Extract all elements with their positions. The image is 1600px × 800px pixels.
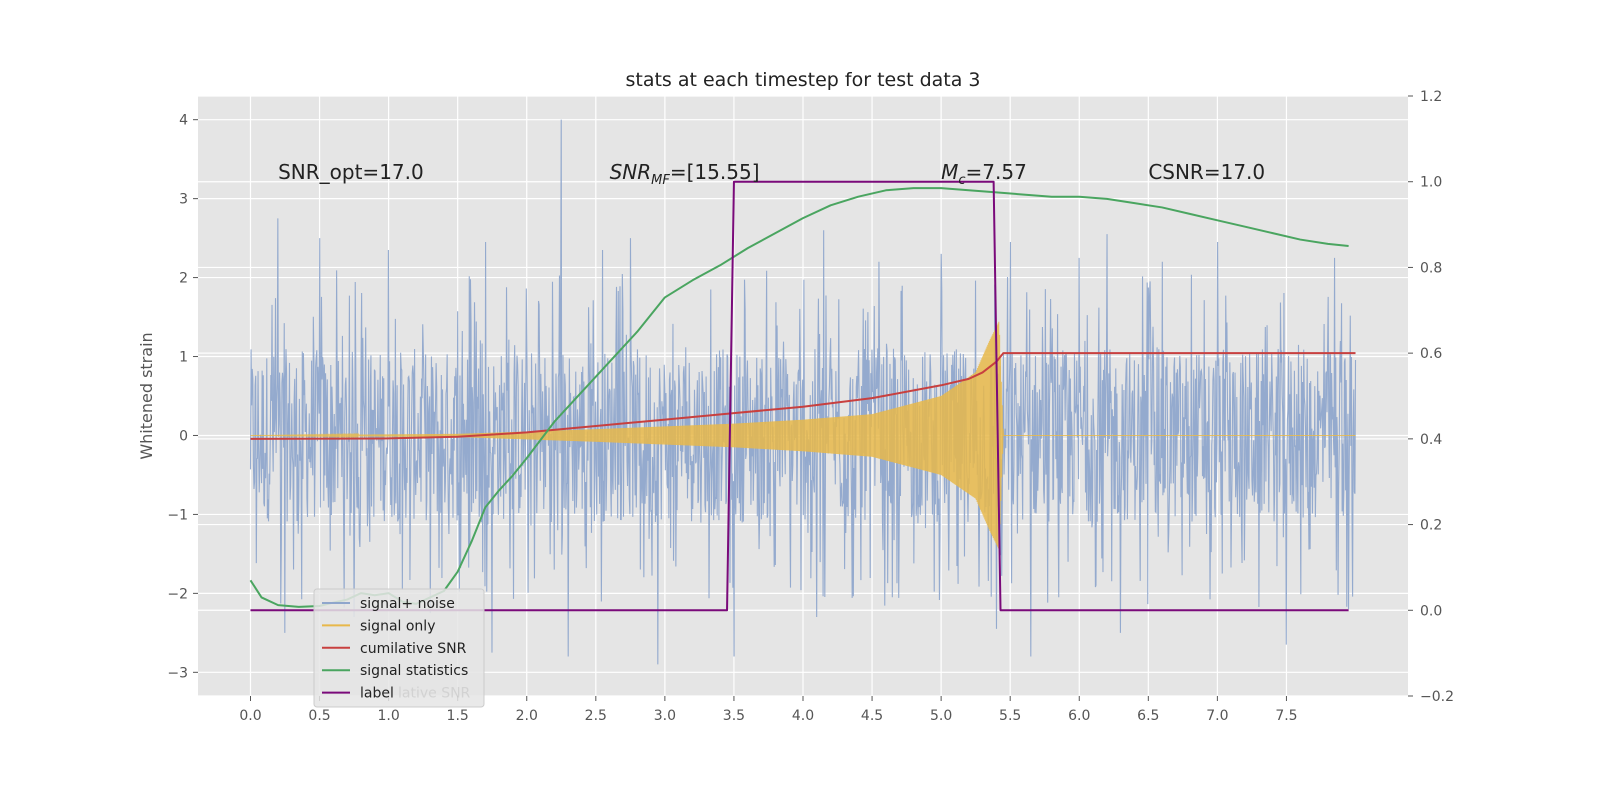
y-tick-label-neg2: −2	[167, 586, 188, 602]
y2-tick-label-0p0: 0.0	[1420, 603, 1442, 619]
y2-tick-label-0p4: 0.4	[1420, 432, 1442, 448]
legend-label-signal-statistics: signal statistics	[360, 663, 468, 679]
x-tick-label-1p0: 1.0	[377, 708, 399, 724]
annotation-layer: SNR_opt=17.0 SNRMF=[15.55] Mc=7.57 CSNR=17.…	[278, 160, 1265, 188]
x-tick-label-0p5: 0.5	[308, 708, 330, 724]
y-tick-label-2: 2	[179, 271, 188, 287]
annotation-csnr: CSNR=17.0	[1148, 160, 1265, 184]
y2-tick-label-1p0: 1.0	[1420, 175, 1442, 191]
annotation-snr-mf: SNRMF=[15.55]	[610, 160, 760, 188]
x-tick-label-1p5: 1.5	[447, 708, 469, 724]
legend-label-label: label	[360, 686, 394, 702]
legend-label-signal-only: signal only	[360, 618, 435, 634]
x-tick-label-2p5: 2.5	[585, 708, 607, 724]
y2-tick-label-neg0p2: −0.2	[1420, 689, 1454, 705]
y-tick-label-neg1: −1	[167, 507, 188, 523]
x-tick-label-5p0: 5.0	[930, 708, 952, 724]
annotation-mc: Mc=7.57	[941, 160, 1027, 188]
tick-layer: 0.0 0.5 1.0 1.5 2.0 2.5 3.0 3.5 4.0 4.5 5.0 5.5 6.0 6…	[167, 89, 1454, 724]
y-tick-label-0: 0	[179, 428, 188, 444]
y-tick-label-neg3: −3	[167, 665, 188, 681]
chart-title: stats at each timestep for test data 3	[625, 69, 980, 91]
x-tick-label-7p0: 7.0	[1206, 708, 1228, 724]
series-label	[250, 180, 1349, 612]
legend-ghost-text: lative SNR	[398, 686, 471, 702]
x-tick-label-2p0: 2.0	[516, 708, 538, 724]
y-tick-label-1: 1	[179, 350, 188, 366]
x-tick-label-7p5: 7.5	[1275, 708, 1297, 724]
y-tick-label-4: 4	[179, 113, 188, 129]
x-tick-label-3p0: 3.0	[654, 708, 676, 724]
legend-label-cumulative-snr: cumilative SNR	[360, 641, 467, 657]
x-tick-label-6p0: 6.0	[1068, 708, 1090, 724]
legend-box	[313, 588, 485, 708]
annotation-snr-opt: SNR_opt=17.0	[278, 160, 424, 184]
y2-tick-label-0p2: 0.2	[1420, 518, 1442, 534]
series-cumulative-snr	[250, 352, 1356, 440]
x-tick-label-0p0: 0.0	[239, 708, 261, 724]
y2-tick-label-0p8: 0.8	[1420, 260, 1442, 276]
y2-tick-label-1p2: 1.2	[1420, 89, 1442, 105]
x-tick-label-6p5: 6.5	[1137, 708, 1159, 724]
x-tick-label-4p0: 4.0	[792, 708, 814, 724]
legend-label-signal-noise: signal+ noise	[360, 596, 455, 612]
x-tick-label-4p5: 4.5	[861, 708, 883, 724]
legend: signal+ noise signal only cumilative SNR si…	[313, 588, 485, 708]
y-axis-label: Whitened strain	[137, 332, 156, 459]
x-tick-label-5p5: 5.5	[999, 708, 1021, 724]
y2-tick-label-0p6: 0.6	[1420, 346, 1442, 362]
x-tick-label-3p5: 3.5	[723, 708, 745, 724]
y-tick-label-3: 3	[179, 192, 188, 208]
